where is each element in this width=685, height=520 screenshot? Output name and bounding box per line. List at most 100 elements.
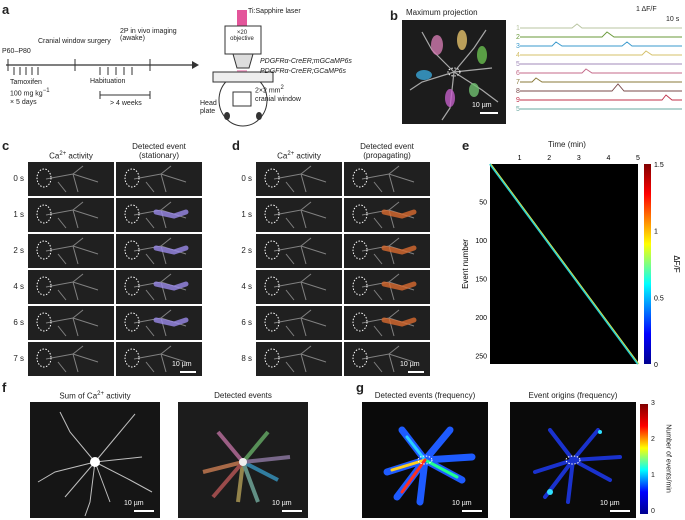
headplate-text: Head plate bbox=[200, 100, 217, 115]
scale-label: 10 µm bbox=[400, 361, 420, 368]
event-origins-map: 10 µm bbox=[510, 402, 636, 518]
row-time-label: 2 s bbox=[241, 246, 252, 255]
event-frame bbox=[116, 234, 202, 268]
event-heatmap: 1 2 3 4 5 50 100 150 200 250 Event number 1.5 1 0.5 0 Δ… bbox=[461, 155, 681, 369]
c-col1-title: Ca2+ activity bbox=[28, 151, 114, 161]
c-col1-sup: 2+ bbox=[59, 151, 67, 157]
x-tick-label: 5 bbox=[636, 155, 640, 162]
trace-num: 4 bbox=[516, 52, 520, 59]
days-label: × 5 days bbox=[10, 99, 37, 107]
c-col2-a: Detected event bbox=[132, 142, 186, 151]
cbar-label: ΔF/F bbox=[672, 255, 681, 272]
d-col1-b: activity bbox=[294, 151, 321, 161]
events-frequency-map: 10 µm bbox=[362, 402, 488, 518]
row-time-label: 6 s bbox=[13, 318, 24, 327]
d-col1-a: Ca bbox=[277, 151, 288, 161]
panel-f-label: f bbox=[2, 380, 7, 395]
panel-e-label: e bbox=[462, 138, 470, 153]
f-scale-bar1 bbox=[134, 510, 154, 512]
g-cbar-tick: 1 bbox=[651, 472, 655, 479]
dose-line: 100 mg kg−1 bbox=[10, 87, 50, 98]
panel-d-label: d bbox=[232, 138, 240, 153]
cbar-tick-label: 1 bbox=[654, 229, 658, 236]
b-scale-label: 10 µm bbox=[472, 102, 492, 109]
event-frame bbox=[116, 306, 202, 340]
g-title2: Event origins (frequency) bbox=[528, 391, 618, 400]
tamoxifen-text: Tamoxifen 100 mg kg−1 × 5 days bbox=[10, 78, 50, 107]
setup-graphic bbox=[212, 10, 274, 127]
g-cbar-tick: 0 bbox=[651, 508, 655, 515]
y-tick-label: 200 bbox=[475, 315, 487, 322]
events-frequency-heat bbox=[383, 426, 476, 506]
event-frame bbox=[344, 198, 430, 232]
g-scale-label1: 10 µm bbox=[452, 500, 472, 507]
event-frame: 10 µm bbox=[344, 342, 430, 376]
trace-num: 1 bbox=[516, 25, 520, 32]
event-frame bbox=[344, 234, 430, 268]
event-frame bbox=[116, 198, 202, 232]
calcium-frame bbox=[28, 234, 114, 268]
dose-exp: −1 bbox=[42, 88, 50, 94]
mouse-line1: PDGFRα-CreER;mGCaMP6s bbox=[260, 58, 352, 65]
g-title1: Detected events (frequency) bbox=[374, 391, 476, 400]
calcium-frame bbox=[256, 234, 342, 268]
event-frame bbox=[344, 162, 430, 196]
scale-label: 10 µm bbox=[172, 361, 192, 368]
event-frame bbox=[116, 162, 202, 196]
calcium-frame bbox=[28, 270, 114, 304]
e-xlabel: Time (min) bbox=[548, 140, 586, 149]
f-title1-sup: 2+ bbox=[97, 391, 104, 397]
window-line: 2×2 mm2 bbox=[255, 84, 301, 95]
c-col2-b: (stationary) bbox=[138, 151, 179, 160]
c-col2-title: Detected event (stationary) bbox=[116, 142, 202, 160]
event-frame bbox=[344, 270, 430, 304]
c-col1-a: Ca bbox=[49, 151, 60, 161]
row-time-label: 8 s bbox=[241, 354, 252, 363]
f-title1-b: activity bbox=[103, 391, 131, 401]
d-col2-b: (propagating) bbox=[363, 151, 411, 160]
y-tick-label: 100 bbox=[475, 238, 487, 245]
x-tick-label: 4 bbox=[606, 155, 610, 162]
max-projection-image: 10 µm bbox=[402, 20, 506, 124]
f-title1: Sum of Ca2+ activity bbox=[30, 391, 160, 401]
window-text: 2×2 mm2 cranial window bbox=[255, 84, 301, 104]
event-frame bbox=[344, 306, 430, 340]
trace-num: 2 bbox=[516, 34, 520, 41]
dose-label: 100 mg kg bbox=[10, 90, 43, 98]
y-tick-label: 50 bbox=[479, 199, 487, 206]
trace-num: 7 bbox=[516, 79, 520, 86]
x-tick-label: 1 bbox=[518, 155, 522, 162]
calcium-frame bbox=[256, 162, 342, 196]
calcium-frame bbox=[256, 342, 342, 376]
calcium-frame bbox=[256, 198, 342, 232]
trace-num: 6 bbox=[516, 70, 520, 77]
sum-activity-image: 10 µm bbox=[30, 402, 160, 518]
timeline-graphic bbox=[6, 59, 199, 99]
window-exp: 2 bbox=[280, 85, 284, 91]
window-label: cranial window bbox=[255, 96, 301, 104]
calcium-frame bbox=[28, 162, 114, 196]
window-size: 2×2 mm bbox=[255, 87, 281, 95]
objective-text: ×20 objective bbox=[230, 30, 254, 42]
event-frame bbox=[116, 270, 202, 304]
max-projection-title: Maximum projection bbox=[406, 8, 478, 17]
f-title1-a: Sum of Ca bbox=[59, 391, 98, 401]
tamoxifen-label: Tamoxifen bbox=[10, 79, 42, 86]
panel-a-label: a bbox=[2, 2, 10, 17]
g-scale-bar2 bbox=[610, 510, 630, 512]
calcium-frame bbox=[256, 306, 342, 340]
sum-activity-cell bbox=[37, 411, 153, 517]
trace-num: 5 bbox=[516, 106, 520, 113]
habituation-text: Habituation bbox=[90, 78, 126, 85]
mouse-line2: PDGFRα-CreER;GCaMP6s bbox=[260, 68, 347, 75]
g-colorbar bbox=[640, 404, 648, 514]
row-time-label: 1 s bbox=[13, 210, 24, 219]
trace-num: 8 bbox=[516, 88, 520, 95]
c-col1-b: activity bbox=[66, 151, 93, 161]
row-time-label: 4 s bbox=[241, 282, 252, 291]
x-tick-label: 3 bbox=[577, 155, 581, 162]
time-scale-label: 10 s bbox=[666, 16, 680, 23]
row-time-label: 7 s bbox=[13, 354, 24, 363]
cbar-tick-label: 0 bbox=[654, 362, 658, 369]
traces-plot bbox=[520, 23, 682, 110]
